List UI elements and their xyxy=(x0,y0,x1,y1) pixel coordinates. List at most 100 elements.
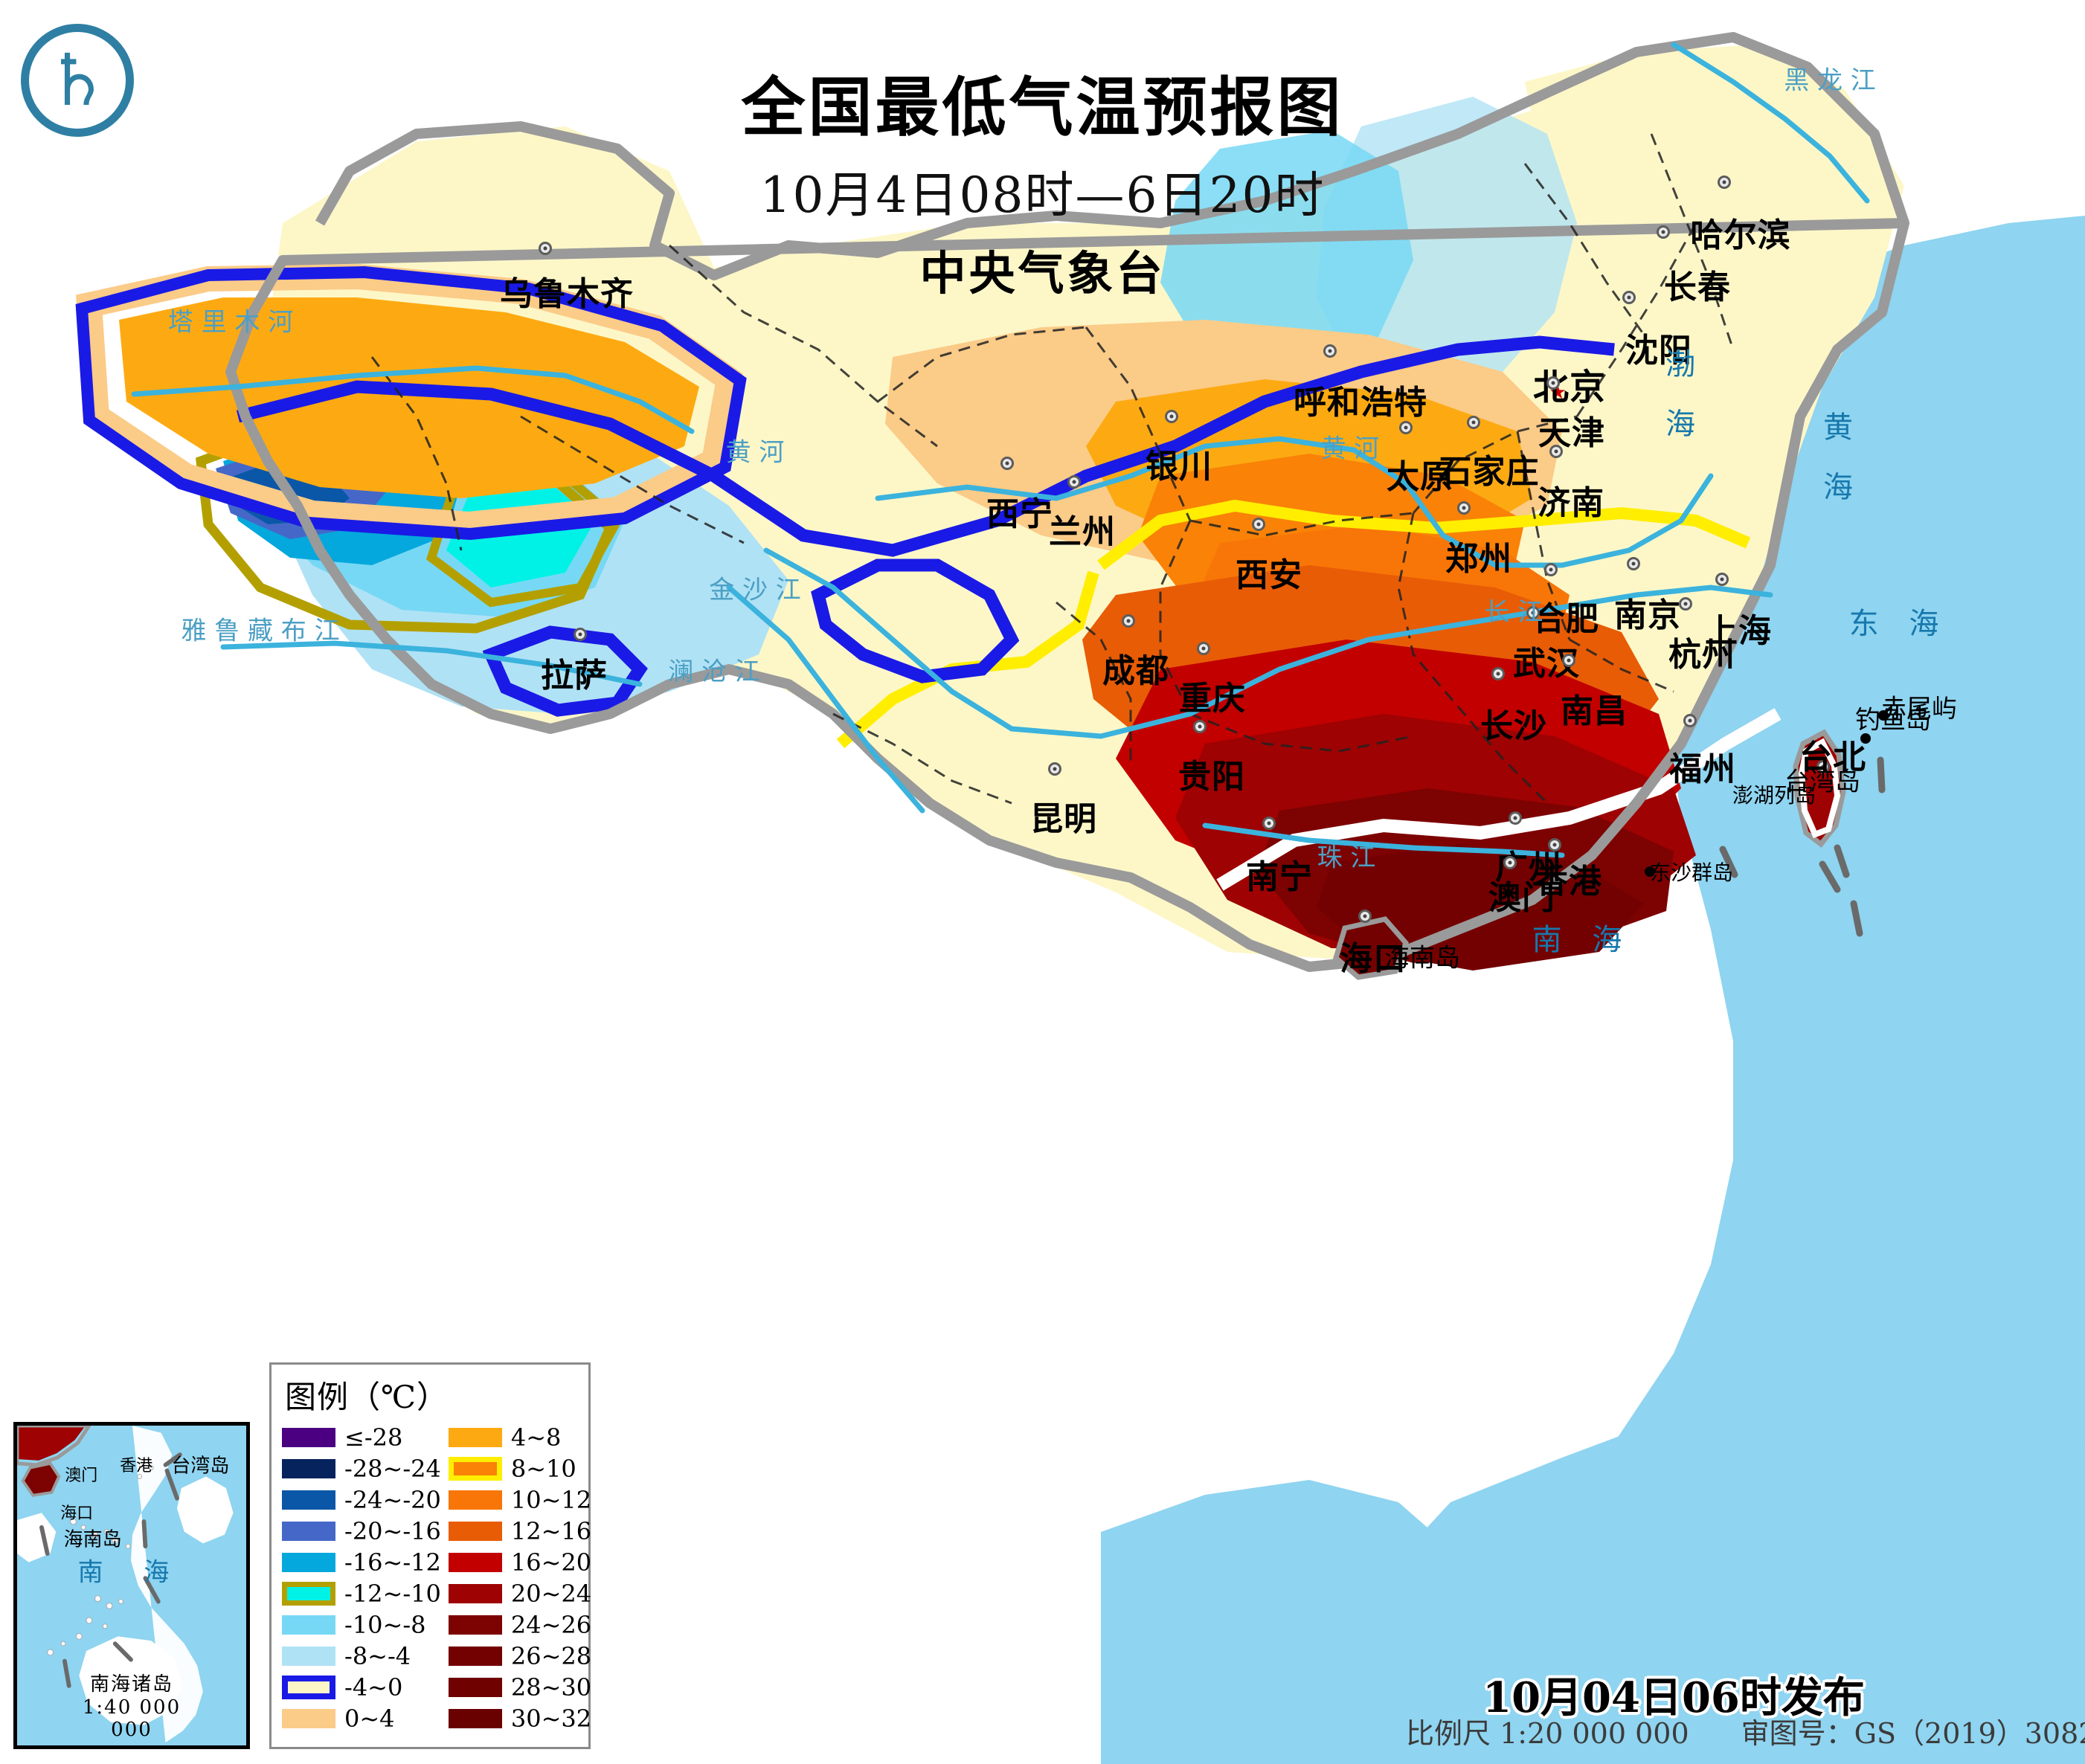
temperature-field xyxy=(75,45,1904,970)
inset-scale: 南海诸岛 1:40 000 000 xyxy=(74,1669,189,1741)
legend-label: 8~10 xyxy=(510,1455,576,1483)
legend-label: ≤-28 xyxy=(344,1423,403,1452)
river-label: 金 沙 江 xyxy=(709,575,801,605)
city-label: 郑州 xyxy=(1445,540,1512,578)
legend-label: 28~30 xyxy=(510,1673,592,1702)
legend-swatch xyxy=(448,1457,502,1481)
city-marker xyxy=(1048,762,1061,776)
city-label: 成都 xyxy=(1102,652,1169,690)
city-marker xyxy=(1491,667,1505,680)
city-marker xyxy=(1262,817,1276,830)
legend-row: -28~-24 xyxy=(282,1453,441,1484)
river-label: 雅 鲁 藏 布 江 xyxy=(181,616,340,646)
city-label: 重庆 xyxy=(1179,680,1246,718)
city-label: 澳门 xyxy=(1488,879,1555,917)
city-label: 西安 xyxy=(1236,556,1302,594)
legend-label: -16~-12 xyxy=(344,1548,441,1577)
city-marker xyxy=(1067,475,1081,489)
city-label: 合肥 xyxy=(1532,600,1599,638)
footer-meta: 比例尺 1:20 000 000 审图号：GS（2019）3082号 xyxy=(1406,1710,2085,1751)
legend-swatch xyxy=(282,1490,335,1510)
legend-label: 4~8 xyxy=(510,1423,562,1452)
city-label: 长沙 xyxy=(1480,707,1547,745)
river-label: 黄 河 xyxy=(1320,434,1380,464)
legend-swatch xyxy=(282,1428,335,1447)
city-marker xyxy=(1000,457,1014,470)
city-marker xyxy=(1526,606,1540,619)
legend-row: 8~10 xyxy=(448,1453,591,1484)
issue-time: 10月04日06时发布 xyxy=(1482,1673,1865,1722)
legend-row: 26~28 xyxy=(448,1641,591,1672)
city-label: 兰州 xyxy=(1049,513,1116,551)
inset-place-label: 澳门 xyxy=(65,1466,98,1485)
legend-title: 图例（℃） xyxy=(285,1379,449,1415)
national-border xyxy=(225,32,1909,972)
legend-label: -28~-24 xyxy=(344,1455,441,1483)
city-marker xyxy=(1193,720,1207,733)
city-label: 太原 xyxy=(1387,458,1453,496)
city-label: 天津 xyxy=(1538,414,1605,452)
city-label: 海口 xyxy=(1340,940,1407,978)
legend-swatch xyxy=(448,1428,502,1447)
scs-boundary xyxy=(1719,756,1886,937)
river-label: 黑 龙 江 xyxy=(1784,65,1876,96)
legend-row: -16~-12 xyxy=(282,1547,441,1578)
city-marker xyxy=(574,628,587,641)
legend-label: 16~20 xyxy=(510,1548,592,1577)
legend-label: -8~-4 xyxy=(344,1642,411,1670)
river-label: 塔 里 木 河 xyxy=(167,307,294,338)
city-label: 贵阳 xyxy=(1178,758,1245,796)
legend-swatch xyxy=(282,1522,335,1541)
city-marker xyxy=(1546,376,1560,390)
legend-row: -20~-16 xyxy=(282,1516,441,1547)
legend-row: 10~12 xyxy=(448,1484,591,1516)
legend-label: 20~24 xyxy=(510,1580,592,1608)
city-marker xyxy=(1165,410,1178,423)
legend-row: 30~32 xyxy=(448,1703,592,1734)
city-label: 南京 xyxy=(1614,596,1681,634)
city-label: 济南 xyxy=(1538,484,1604,522)
river-label: 澜 沧 江 xyxy=(668,657,760,687)
legend-row: 28~30 xyxy=(448,1672,592,1703)
hainan-island xyxy=(1332,916,1410,980)
city-marker xyxy=(539,242,552,255)
legend-column-right: 4~8 8~10 10~12 12~16 16~20 20~24 24~26 26~28 28~… xyxy=(448,1422,592,1734)
legend-label: -4~0 xyxy=(344,1673,403,1702)
city-marker xyxy=(1399,421,1413,434)
legend-label: 30~32 xyxy=(510,1705,592,1733)
legend-row: 0~4 xyxy=(282,1703,441,1734)
legend-column-left: ≤-28 -28~-24 -24~-20 -20~-16 -16~-12 -12~-10 -… xyxy=(282,1422,441,1734)
city-label: 西宁 xyxy=(986,495,1053,533)
legend-label: -10~-8 xyxy=(344,1611,426,1639)
inset-place-label: 海口 xyxy=(60,1504,94,1524)
legend-label: 24~26 xyxy=(510,1611,592,1639)
city-label: 福州 xyxy=(1669,750,1736,788)
legend-swatch xyxy=(448,1709,502,1728)
city-marker xyxy=(1622,291,1636,304)
inset-place-label: 香港 xyxy=(120,1456,153,1475)
city-marker xyxy=(1718,176,1731,189)
inset-scale-value: 1:40 000 000 xyxy=(82,1696,181,1741)
legend-label: 0~4 xyxy=(344,1705,395,1733)
river-label: 黄 河 xyxy=(725,437,785,468)
city-label: 上海 xyxy=(1705,612,1772,650)
river-label: 珠 江 xyxy=(1317,843,1376,873)
legend-swatch xyxy=(282,1709,335,1728)
city-label: 石家庄 xyxy=(1439,453,1540,491)
legend-swatch xyxy=(282,1646,335,1666)
city-label: 南宁 xyxy=(1246,858,1313,896)
legend-swatch xyxy=(282,1553,335,1572)
legend-swatch xyxy=(282,1676,335,1699)
legend-row: -8~-4 xyxy=(282,1641,441,1672)
city-marker xyxy=(1657,225,1670,239)
legend-row: 16~20 xyxy=(448,1547,592,1578)
province-boundaries xyxy=(370,133,1735,805)
island-label: 澎湖列岛 xyxy=(1732,783,1816,808)
city-marker xyxy=(1683,714,1697,727)
legend-row: 4~8 xyxy=(448,1422,591,1453)
city-marker xyxy=(1627,557,1640,570)
river-label: 长 江 xyxy=(1484,597,1543,628)
legend-swatch xyxy=(448,1615,502,1635)
city-label: 呼和浩特 xyxy=(1294,384,1427,422)
